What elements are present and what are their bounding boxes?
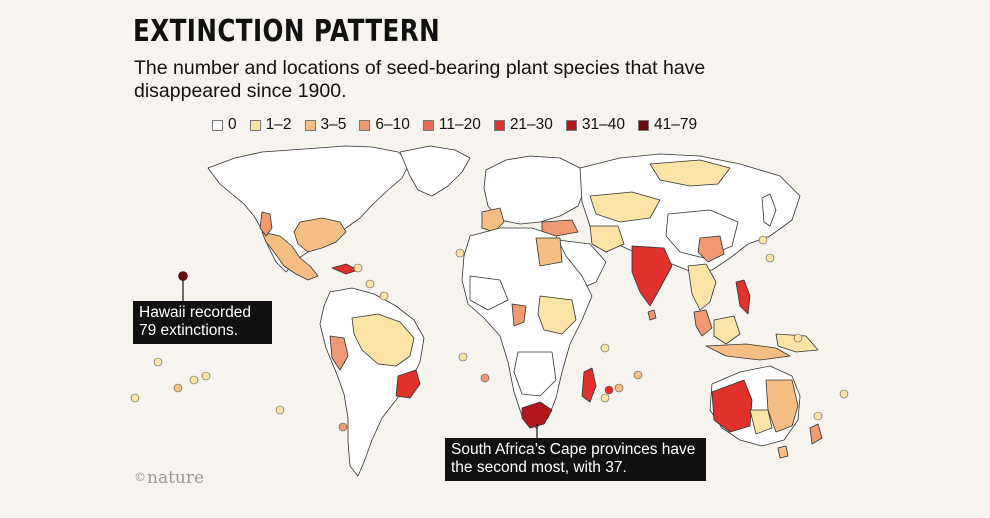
legend-label-31-40: 31–40 — [581, 116, 626, 133]
legend-label-3-5: 3–5 — [320, 116, 347, 133]
legend-swatch-0 — [212, 119, 223, 131]
legend-swatch-41-79 — [638, 119, 650, 131]
island-marker — [839, 389, 849, 399]
island-marker — [379, 291, 389, 301]
island-marker — [189, 375, 199, 385]
island-marker — [201, 371, 211, 381]
greenland — [399, 145, 471, 197]
legend-label-11-20: 11–20 — [438, 116, 481, 133]
nature-wordmark: nature — [147, 468, 205, 488]
gabon — [511, 303, 527, 327]
legend-swatch-6-10 — [359, 119, 371, 131]
island-marker — [455, 248, 465, 258]
usa-southeast — [293, 217, 347, 253]
sri-lanka — [647, 309, 657, 321]
legend-swatch-31-40 — [565, 119, 577, 131]
island-marker — [633, 370, 643, 380]
hawaii-callout: Hawaii recorded 79 extinctions. — [133, 301, 272, 344]
indochina — [687, 263, 717, 311]
island-marker — [793, 333, 803, 343]
iberia — [481, 207, 505, 233]
legend-item-6-10: 6–10 — [359, 116, 410, 134]
japan — [761, 193, 777, 227]
legend-label-0: 0 — [228, 116, 237, 133]
peru — [329, 335, 349, 371]
legend-label-1-2: 1–2 — [265, 116, 292, 133]
southeast-china — [697, 235, 725, 263]
map-legend: 0 1–2 3–5 6–10 11–20 21–30 31–40 41–79 — [212, 116, 710, 134]
central-asia — [589, 191, 661, 223]
california — [259, 211, 273, 237]
legend-label-41-79: 41–79 — [654, 116, 698, 133]
island-marker — [614, 383, 624, 393]
philippines — [735, 279, 751, 315]
turkey — [541, 219, 579, 237]
india — [631, 245, 673, 307]
legend-item-31-40: 31–40 — [565, 116, 626, 134]
legend-swatch-11-20 — [422, 119, 434, 131]
map-subtitle: The number and locations of seed-bearing… — [134, 57, 706, 102]
south-australia — [749, 409, 773, 435]
brazil-southeast — [395, 369, 421, 399]
mexico — [261, 231, 319, 281]
copyright-mark: © — [134, 470, 146, 484]
cape-provinces — [521, 401, 553, 429]
island-marker — [480, 373, 490, 383]
legend-item-11-20: 11–20 — [422, 116, 481, 134]
legend-item-1-2: 1–2 — [249, 116, 292, 134]
indonesia — [705, 343, 791, 361]
legend-swatch-1-2 — [249, 119, 261, 131]
malaysia — [693, 309, 713, 337]
hawaii-marker — [178, 271, 188, 281]
legend-label-21-30: 21–30 — [509, 116, 553, 133]
legend-swatch-3-5 — [304, 119, 316, 131]
southern-africa-interior — [513, 351, 557, 397]
island-marker — [173, 383, 183, 393]
map-title: EXTINCTION PATTERN — [133, 14, 441, 49]
madagascar — [581, 367, 597, 403]
europe-landmass — [483, 155, 587, 225]
nature-credit: ©nature — [134, 468, 204, 488]
island-marker — [130, 393, 140, 403]
south-africa-callout: South Africa’s Cape provinces have the s… — [445, 438, 706, 481]
new-zealand — [809, 423, 823, 445]
island-marker — [153, 357, 163, 367]
east-africa — [537, 295, 577, 335]
island-marker — [604, 385, 614, 395]
island-marker — [275, 405, 285, 415]
island-marker — [365, 279, 375, 289]
western-australia — [711, 379, 753, 433]
borneo — [713, 315, 741, 345]
egypt — [535, 237, 563, 267]
island-marker — [600, 343, 610, 353]
legend-item-3-5: 3–5 — [304, 116, 347, 134]
legend-label-6-10: 6–10 — [375, 116, 410, 133]
west-africa — [469, 275, 509, 311]
brazil-interior — [351, 313, 415, 367]
legend-swatch-21-30 — [493, 119, 505, 131]
island-marker — [758, 235, 768, 245]
island-marker — [338, 422, 348, 432]
island-marker — [765, 253, 775, 263]
legend-item-21-30: 21–30 — [493, 116, 553, 134]
legend-item-41-79: 41–79 — [638, 116, 697, 134]
island-marker — [458, 352, 468, 362]
siberia — [649, 159, 731, 187]
iran — [589, 225, 625, 253]
island-marker — [600, 393, 610, 403]
north-america-landmass — [207, 145, 411, 273]
island-marker — [813, 411, 823, 421]
island-marker — [353, 263, 363, 273]
tasmania — [777, 445, 789, 459]
legend-item-0: 0 — [212, 116, 237, 134]
